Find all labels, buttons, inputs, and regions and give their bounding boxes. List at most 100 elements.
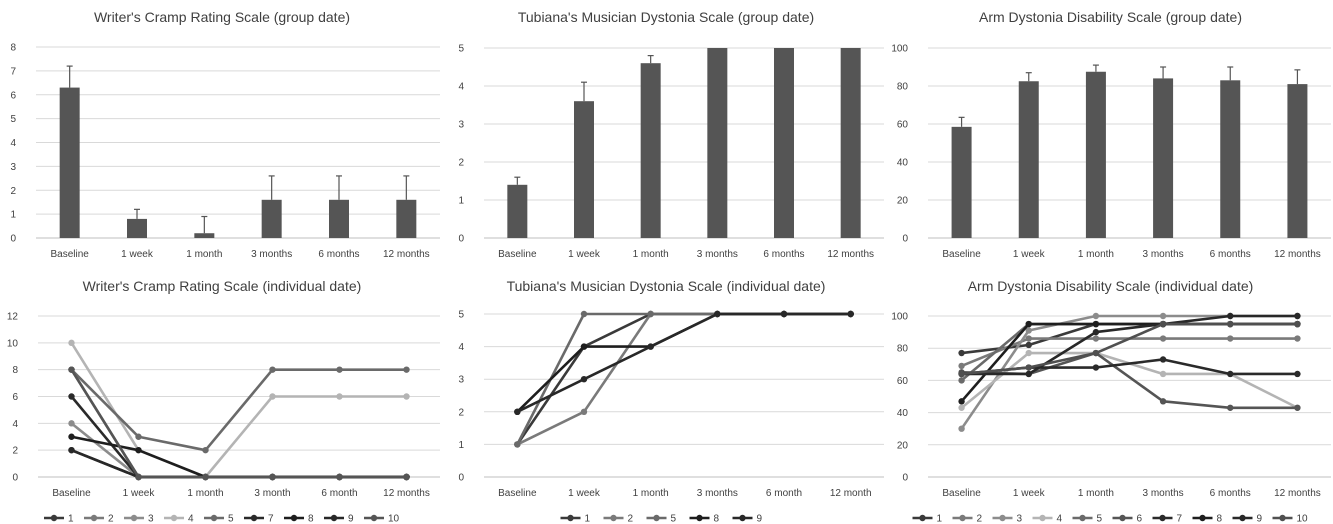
bar — [840, 48, 861, 238]
data-point — [1227, 312, 1234, 320]
legend-label: 10 — [1297, 514, 1309, 524]
y-tick-label: 3 — [458, 120, 464, 131]
x-tick-label: 1 month — [1078, 488, 1114, 499]
data-point — [1025, 349, 1032, 357]
data-point — [1227, 335, 1234, 342]
data-point — [958, 377, 965, 384]
legend-marker — [1039, 514, 1046, 522]
y-tick-label: 2 — [458, 158, 464, 169]
data-point — [1092, 328, 1100, 336]
data-point — [580, 310, 588, 318]
legend-label: 2 — [977, 514, 983, 524]
legend-marker — [170, 514, 178, 522]
y-tick-label: 6 — [12, 392, 18, 403]
data-point — [68, 366, 75, 373]
y-tick-label: 0 — [10, 234, 16, 245]
bar — [1220, 80, 1241, 238]
bar — [59, 87, 80, 239]
data-point — [403, 366, 410, 373]
data-point — [403, 393, 410, 400]
data-point — [958, 404, 965, 411]
data-point — [135, 446, 142, 454]
legend-label: 9 — [348, 514, 354, 524]
data-point — [647, 310, 654, 318]
x-tick-label: 3 months — [697, 488, 738, 499]
data-point — [1159, 320, 1167, 328]
bar — [329, 199, 349, 238]
x-tick-label: 3 months — [697, 249, 738, 260]
y-tick-label: 1 — [458, 440, 464, 451]
bar — [774, 48, 794, 238]
data-point — [1025, 364, 1032, 371]
x-tick-label: Baseline — [942, 488, 981, 499]
x-tick-label: 1 month — [187, 488, 223, 499]
data-point — [1025, 327, 1032, 334]
bar — [1018, 81, 1039, 238]
data-point — [68, 433, 75, 440]
legend-label: 2 — [108, 514, 114, 524]
x-tick-label: 3 months — [1143, 249, 1184, 260]
legend-label: 4 — [188, 514, 194, 524]
bar — [951, 126, 972, 238]
x-tick-label: 12 months — [383, 488, 430, 499]
legend-marker — [567, 514, 574, 522]
series-line-8 — [516, 312, 851, 413]
data-point — [202, 446, 209, 454]
data-point — [1227, 320, 1234, 328]
y-tick-label: 10 — [7, 338, 19, 349]
x-tick-label: 12 months — [1274, 249, 1321, 260]
bar — [194, 233, 215, 238]
data-point — [514, 408, 521, 415]
data-point — [68, 393, 75, 400]
wcrs-individual-chart: Writer's Cramp Rating Scale (individual … — [7, 278, 440, 524]
y-tick-label: 0 — [902, 234, 908, 245]
data-point — [1294, 404, 1301, 411]
adds-group-chart: Arm Dystonia Disability Scale (group dat… — [891, 9, 1331, 260]
bar — [127, 218, 147, 238]
x-tick-label: 1 month — [633, 249, 669, 260]
legend-label: 2 — [628, 514, 634, 524]
x-tick-label: Baseline — [50, 249, 89, 260]
legend-label: 4 — [1057, 514, 1063, 524]
legend-label: 7 — [268, 514, 274, 524]
y-tick-label: 8 — [10, 43, 16, 54]
x-tick-label: 6 month — [766, 488, 802, 499]
data-point — [780, 310, 788, 318]
x-tick-label: Baseline — [942, 249, 981, 260]
legend-marker — [130, 514, 138, 522]
y-tick-label: 5 — [458, 310, 464, 321]
x-tick-label: 6 months — [318, 249, 359, 260]
data-point — [958, 425, 965, 432]
legend-label: 7 — [1177, 514, 1183, 524]
x-tick-label: 12 months — [827, 249, 874, 260]
legend-marker — [370, 514, 378, 522]
y-tick-label: 12 — [7, 312, 19, 323]
y-tick-label: 3 — [10, 162, 16, 173]
x-tick-label: 1 month — [186, 249, 222, 260]
y-tick-label: 6 — [10, 90, 16, 101]
data-point — [68, 446, 75, 454]
y-tick-label: 80 — [897, 344, 909, 355]
series-line-10 — [961, 322, 1298, 376]
series-line-9 — [961, 314, 1298, 376]
data-point — [1159, 356, 1167, 363]
data-point — [1092, 335, 1100, 342]
bar — [1153, 78, 1174, 239]
data-point — [68, 420, 75, 427]
data-point — [1159, 398, 1167, 405]
legend-label: 8 — [1217, 514, 1223, 524]
x-tick-label: 6 months — [1210, 488, 1251, 499]
data-point — [269, 366, 276, 373]
tmds-individual-chart: Tubiana's Musician Dystonia Scale (indiv… — [458, 278, 884, 524]
legend-marker — [739, 514, 746, 522]
y-tick-label: 60 — [897, 120, 909, 131]
legend-label: 10 — [388, 514, 400, 524]
legend-marker — [1239, 514, 1246, 522]
x-tick-label: 6 months — [1210, 249, 1251, 260]
data-point — [1227, 404, 1234, 411]
data-point — [1092, 312, 1100, 320]
x-tick-label: 6 month — [321, 488, 357, 499]
y-tick-label: 0 — [902, 473, 908, 484]
data-point — [847, 310, 854, 318]
